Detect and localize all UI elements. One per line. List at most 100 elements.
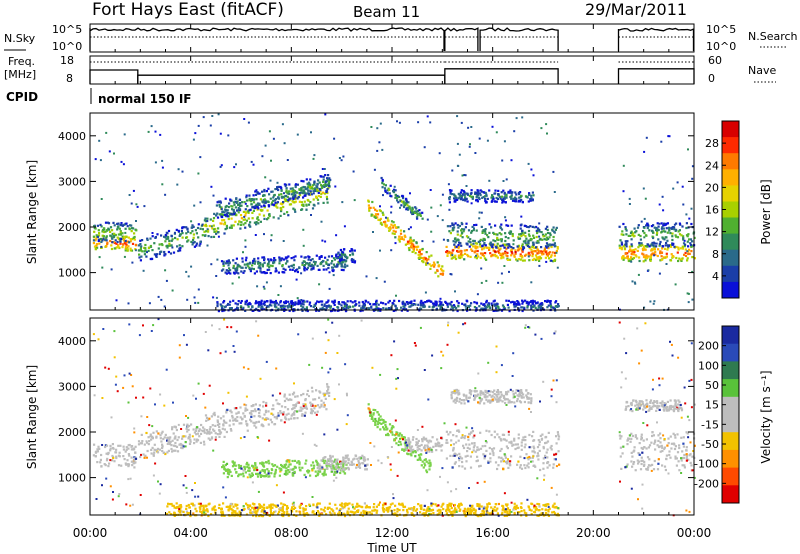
range-cell [115,448,118,451]
range-cell [189,440,192,443]
range-cell [328,179,331,182]
range-cell [546,440,550,443]
range-cell [292,190,295,193]
range-cell [223,211,226,214]
range-cell [121,246,124,249]
range-cell [94,455,97,458]
range-cell [315,460,318,464]
range-cell [195,440,198,443]
range-cell [333,303,336,306]
range-cell [516,245,519,248]
range-cell [655,242,658,245]
range-cell [231,460,234,463]
range-cell [252,209,255,212]
range-cell [171,428,174,431]
range-cell [267,258,270,261]
range-cell [261,461,264,464]
range-cell [222,423,225,426]
range-cell [677,259,680,263]
range-cell [251,464,254,467]
range-cell [457,245,460,248]
range-cell [160,298,163,301]
range-cell [461,465,464,468]
range-cell [258,202,261,205]
range-cell [345,306,348,309]
range-cell [291,304,294,307]
range-cell [308,184,312,187]
range-cell [120,222,123,225]
range-cell [520,195,523,198]
range-cell [502,189,505,192]
range-cell [273,475,276,478]
range-cell [285,471,288,474]
range-cell [261,463,264,466]
range-cell [551,306,554,309]
range-cell [251,206,254,209]
range-cell [211,115,214,117]
range-cell [268,303,271,306]
range-cell [545,238,548,241]
range-cell [113,224,116,227]
range-cell [439,297,442,300]
range-cell [670,227,673,230]
range-cell [243,218,246,221]
range-cell [685,213,688,216]
range-cell [544,256,547,259]
range-cell [505,299,508,302]
range-cell [245,256,248,259]
range-cell [142,453,145,456]
range-cell [540,438,543,441]
range-cell [502,460,505,463]
range-cell [503,243,506,247]
range-cell [263,475,266,478]
range-cell [95,237,98,240]
range-cell [306,470,309,473]
range-cell [346,300,349,303]
range-cell [364,308,367,311]
range-cell [395,195,398,198]
range-cell [482,453,485,456]
range-cell [97,238,101,241]
range-cell [380,301,383,304]
range-cell [250,203,253,206]
range-cell [185,226,188,229]
range-cell [163,253,166,256]
range-cell [506,251,509,254]
range-cell [201,228,204,231]
range-cell [541,238,544,241]
range-cell [109,447,112,450]
range-cell [624,243,627,246]
range-cell [520,441,523,444]
range-cell [323,184,326,187]
range-cell [458,196,461,199]
range-cell [509,301,513,304]
range-cell [158,243,161,246]
range-cell [284,256,287,259]
range-cell [202,426,205,429]
range-cell [687,245,690,248]
range-cell [664,247,667,250]
range-cell [431,264,434,267]
range-cell [218,205,221,208]
range-cell [532,234,535,237]
range-cell [448,198,451,201]
range-cell [305,203,308,206]
range-cell [659,250,662,253]
range-cell [491,254,494,257]
range-cell [203,443,206,446]
range-cell [524,235,527,238]
range-cell [390,428,393,431]
range-cell [644,259,647,262]
range-cell [473,251,476,254]
range-cell [386,189,389,192]
range-cell [241,417,244,420]
range-cell [530,397,533,400]
range-cell [237,475,240,478]
range-cell [282,304,285,307]
range-cell [284,262,288,265]
range-cell [228,226,231,229]
range-cell [294,301,297,304]
range-cell [340,468,343,472]
range-cell [153,451,156,454]
range-cell [478,465,481,468]
